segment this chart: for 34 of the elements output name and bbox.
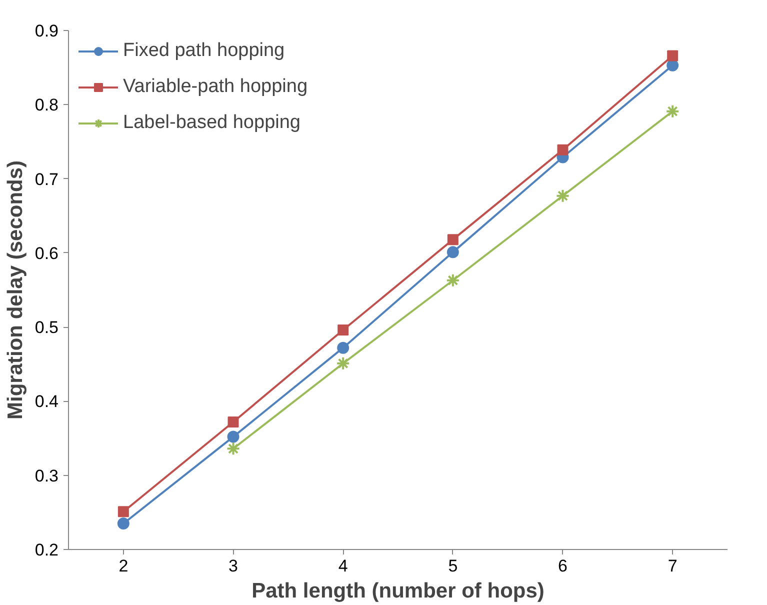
point <box>667 50 678 62</box>
point <box>556 188 570 203</box>
point <box>336 356 350 370</box>
point <box>446 273 460 288</box>
y-tick-label: 0.8 <box>34 96 59 115</box>
y-tick-label: 0.4 <box>34 392 59 412</box>
point <box>117 518 130 530</box>
x-tick-label: 6 <box>558 556 568 576</box>
y-tick-label: 0.9 <box>34 22 59 40</box>
x-tick-label: 2 <box>118 556 128 576</box>
y-tick-label: 0.3 <box>34 466 59 486</box>
point <box>118 506 129 518</box>
x-tick-label: 3 <box>228 556 238 576</box>
y-tick-label: 0.7 <box>34 170 59 189</box>
point <box>557 144 568 156</box>
point <box>228 416 239 428</box>
point <box>447 234 458 246</box>
point <box>338 324 349 336</box>
point <box>227 430 240 443</box>
x-tick-label: 7 <box>668 556 678 576</box>
point <box>226 442 240 456</box>
x-axis-title: Path length (number of hops) <box>252 580 544 602</box>
legend-label: Label-based hopping <box>123 112 300 134</box>
x-tick-label: 5 <box>448 556 458 576</box>
y-tick-label: 0.5 <box>34 318 59 338</box>
point <box>446 246 459 258</box>
point <box>666 104 680 118</box>
y-axis-title: Migration delay (seconds) <box>4 160 27 420</box>
point <box>337 342 350 354</box>
y-tick-label: 0.2 <box>34 540 59 560</box>
x-tick-label: 4 <box>338 556 348 576</box>
y-tick-label: 0.6 <box>34 244 59 263</box>
legend-label: Variable-path hopping <box>123 76 308 98</box>
legend-label: Fixed path hopping <box>123 40 285 62</box>
